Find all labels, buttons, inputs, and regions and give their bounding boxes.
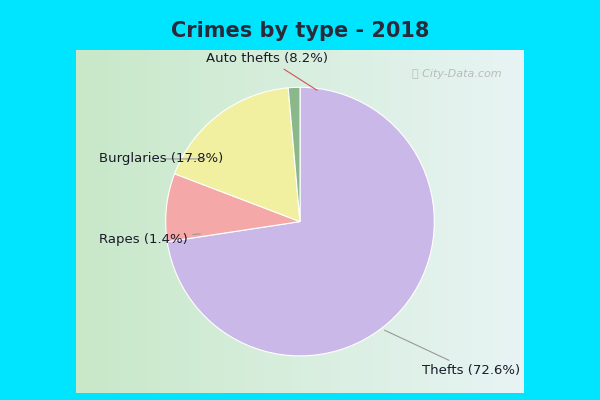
Text: Crimes by type - 2018: Crimes by type - 2018 (171, 20, 429, 40)
Wedge shape (175, 88, 300, 222)
Wedge shape (288, 87, 300, 222)
Text: Thefts (72.6%): Thefts (72.6%) (385, 330, 520, 377)
Text: Auto thefts (8.2%): Auto thefts (8.2%) (206, 52, 328, 90)
Text: ⓘ City-Data.com: ⓘ City-Data.com (412, 69, 502, 79)
Wedge shape (166, 174, 300, 242)
Text: Burglaries (17.8%): Burglaries (17.8%) (98, 152, 223, 166)
Wedge shape (167, 87, 434, 356)
Text: Rapes (1.4%): Rapes (1.4%) (98, 233, 200, 246)
